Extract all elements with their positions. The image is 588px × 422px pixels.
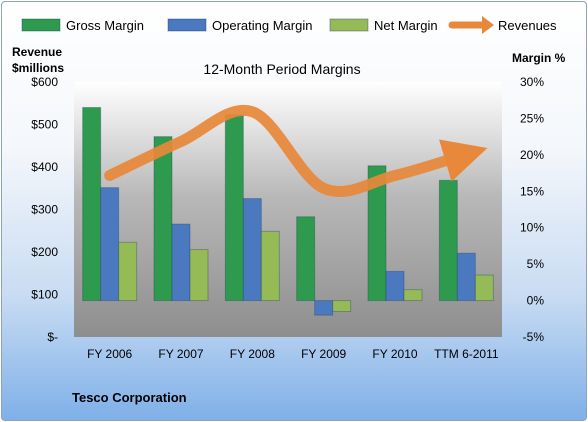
- y-left-tick-label: $300: [31, 203, 58, 217]
- y-right-tick-label: 10%: [520, 221, 544, 235]
- legend-swatch: [21, 18, 61, 32]
- bar-operating-margin: [385, 270, 405, 302]
- y-right-tick-label: 5%: [527, 257, 545, 271]
- legend: Gross Margin Operating Margin Net Margin Re…: [21, 16, 557, 34]
- x-tick-label: FY 2006: [87, 347, 132, 361]
- legend-swatch: [329, 18, 369, 32]
- x-tick-label: FY 2010: [372, 347, 417, 361]
- bar-gross-margin: [153, 136, 173, 302]
- y-left-label-line2: $millions: [12, 61, 64, 75]
- revenue-line: [104, 104, 488, 198]
- bar-net-margin: [189, 249, 209, 302]
- bar-net-margin: [474, 274, 494, 302]
- y-right-tick-label: 25%: [520, 111, 544, 125]
- y-left-tick-label: $200: [31, 245, 58, 259]
- bar-net-margin: [332, 300, 352, 313]
- y-right-tick-label: -5%: [523, 330, 545, 344]
- bar-net-margin: [260, 230, 280, 302]
- x-tick-label: FY 2009: [301, 347, 346, 361]
- bar-operating-margin: [100, 187, 120, 302]
- y-right-tick-label: 0%: [527, 294, 545, 308]
- y-right-label: Margin %: [512, 51, 566, 65]
- bar-net-margin: [403, 289, 423, 302]
- y-left-tick-label: $400: [31, 160, 58, 174]
- legend-label: Gross Margin: [66, 18, 144, 33]
- bar-gross-margin: [224, 114, 244, 302]
- bar-gross-margin: [82, 107, 102, 302]
- legend-arrow: [482, 16, 494, 34]
- bar-net-margin: [118, 241, 138, 302]
- y-left-tick-label: $-: [47, 330, 58, 344]
- y-left-tick-label: $100: [31, 288, 58, 302]
- y-left-tick-label: $500: [31, 118, 58, 132]
- bar-gross-margin: [296, 216, 316, 302]
- y-right-tick-label: 15%: [520, 184, 544, 198]
- bar-gross-margin: [367, 165, 387, 302]
- bar-operating-margin: [171, 223, 191, 302]
- bar-operating-margin: [242, 198, 262, 302]
- bar-operating-margin: [314, 300, 334, 316]
- x-tick-label: TTM 6-2011: [434, 347, 499, 361]
- legend-label: Operating Margin: [212, 18, 312, 33]
- x-tick-label: FY 2008: [230, 347, 275, 361]
- revenues-line: [104, 104, 488, 198]
- company-name: Tesco Corporation: [72, 390, 187, 405]
- legend-label: Revenues: [498, 18, 557, 33]
- y-left-tick-label: $600: [31, 75, 58, 89]
- x-tick-label: FY 2007: [158, 347, 203, 361]
- y-right-tick-label: 20%: [520, 148, 544, 162]
- legend-label: Net Margin: [374, 18, 438, 33]
- plot-area: [74, 82, 502, 337]
- bar-gross-margin: [438, 179, 458, 302]
- bar-operating-margin: [456, 252, 476, 302]
- chart-title: 12-Month Period Margins: [203, 61, 360, 77]
- y-right-tick-label: 30%: [520, 75, 544, 89]
- legend-swatch: [167, 18, 207, 32]
- axes: $- $100 $200 $300 $400 $500 $600 -5% 0% 5% 10% 15% 2…: [31, 75, 544, 361]
- y-left-label-line1: Revenue: [12, 45, 62, 59]
